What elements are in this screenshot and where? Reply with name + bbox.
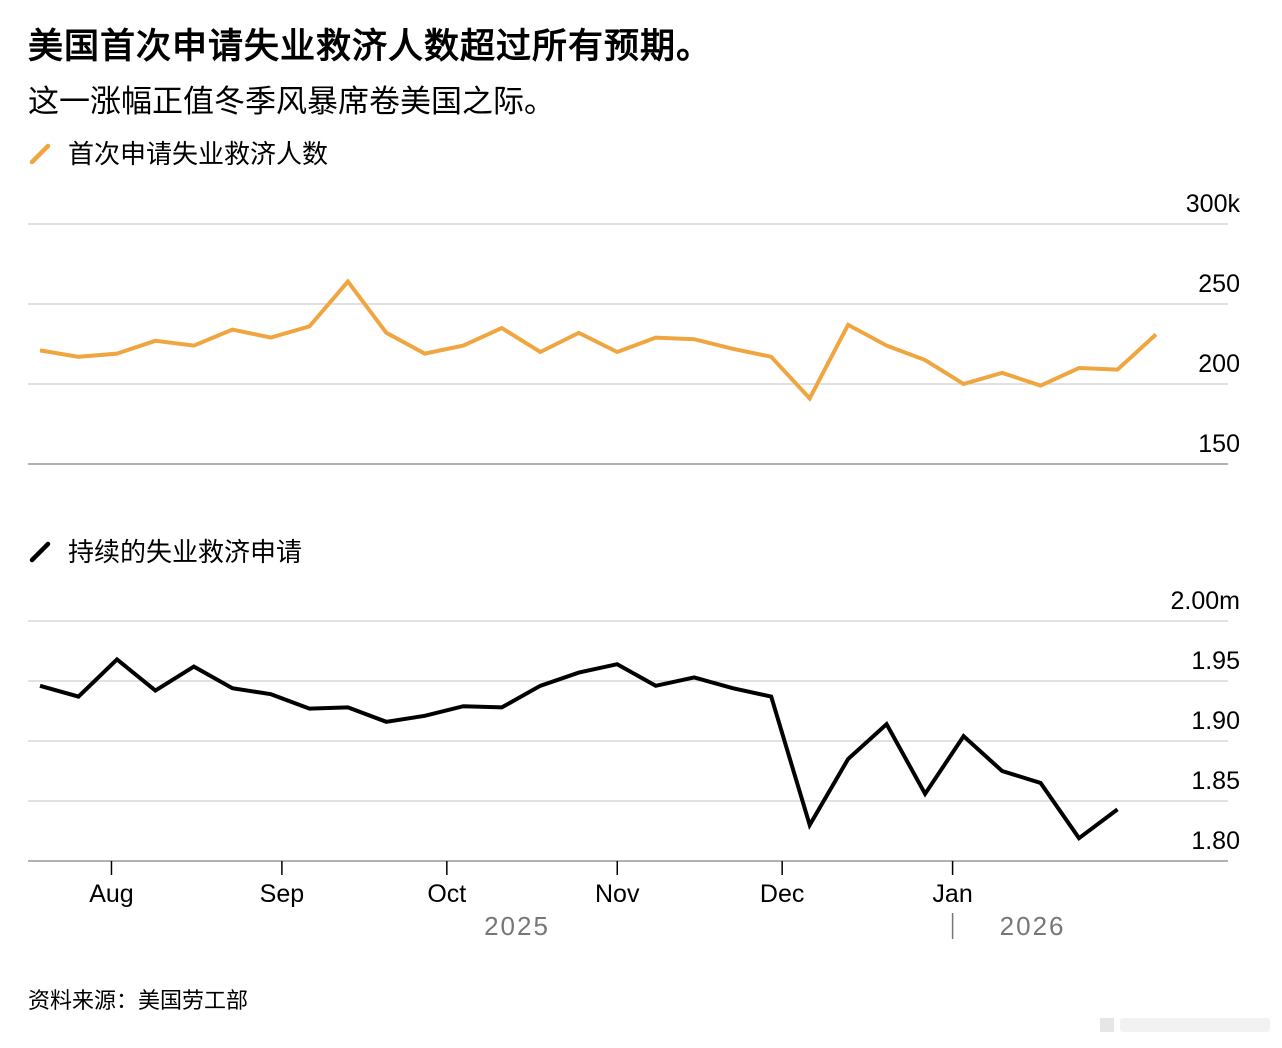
y-tick-label-continuing-4: 1.80	[1191, 827, 1240, 855]
chart-title: 美国首次申请失业救济人数超过所有预期。	[28, 27, 713, 67]
series-line-initial	[39, 278, 1158, 402]
y-tick-label-continuing-2: 1.90	[1191, 707, 1240, 735]
x-tick-label-2: Oct	[427, 880, 466, 908]
legend-initial-line-icon	[29, 143, 51, 164]
year-label-2025: 2025	[484, 911, 550, 941]
x-tick-label-0: Aug	[89, 880, 133, 908]
y-tick-label-initial-3: 150	[1198, 430, 1240, 458]
y-tick-label-initial-1: 250	[1198, 270, 1240, 298]
y-tick-label-initial-0: 300k	[1186, 190, 1241, 218]
legend-continuing-label: 持续的失业救济申请	[68, 538, 303, 568]
legend-continuing-claims: 持续的失业救济申请	[28, 532, 302, 569]
legend-continuing-line-icon	[29, 541, 51, 562]
y-tick-label-continuing-3: 1.85	[1191, 767, 1240, 795]
legend-initial-claims: 首次申请失业救济人数	[28, 134, 328, 171]
year-label-2026: 2026	[1000, 911, 1066, 941]
x-tick-label-3: Nov	[595, 880, 640, 908]
y-tick-label-continuing-1: 1.95	[1191, 647, 1240, 675]
x-tick-label-5: Jan	[932, 880, 972, 908]
x-tick-label-1: Sep	[260, 880, 304, 908]
series-line-continuing	[39, 656, 1119, 842]
chart-subtitle: 这一涨幅正值冬季风暴席卷美国之际。	[28, 84, 555, 120]
watermark-icon	[1100, 1018, 1270, 1032]
x-tick-label-4: Dec	[760, 880, 804, 908]
y-tick-label-continuing-0: 2.00m	[1171, 587, 1240, 615]
legend-initial-label: 首次申请失业救济人数	[68, 140, 329, 170]
source-note: 资料来源：美国劳工部	[28, 989, 249, 1014]
y-tick-label-initial-2: 200	[1198, 350, 1240, 378]
